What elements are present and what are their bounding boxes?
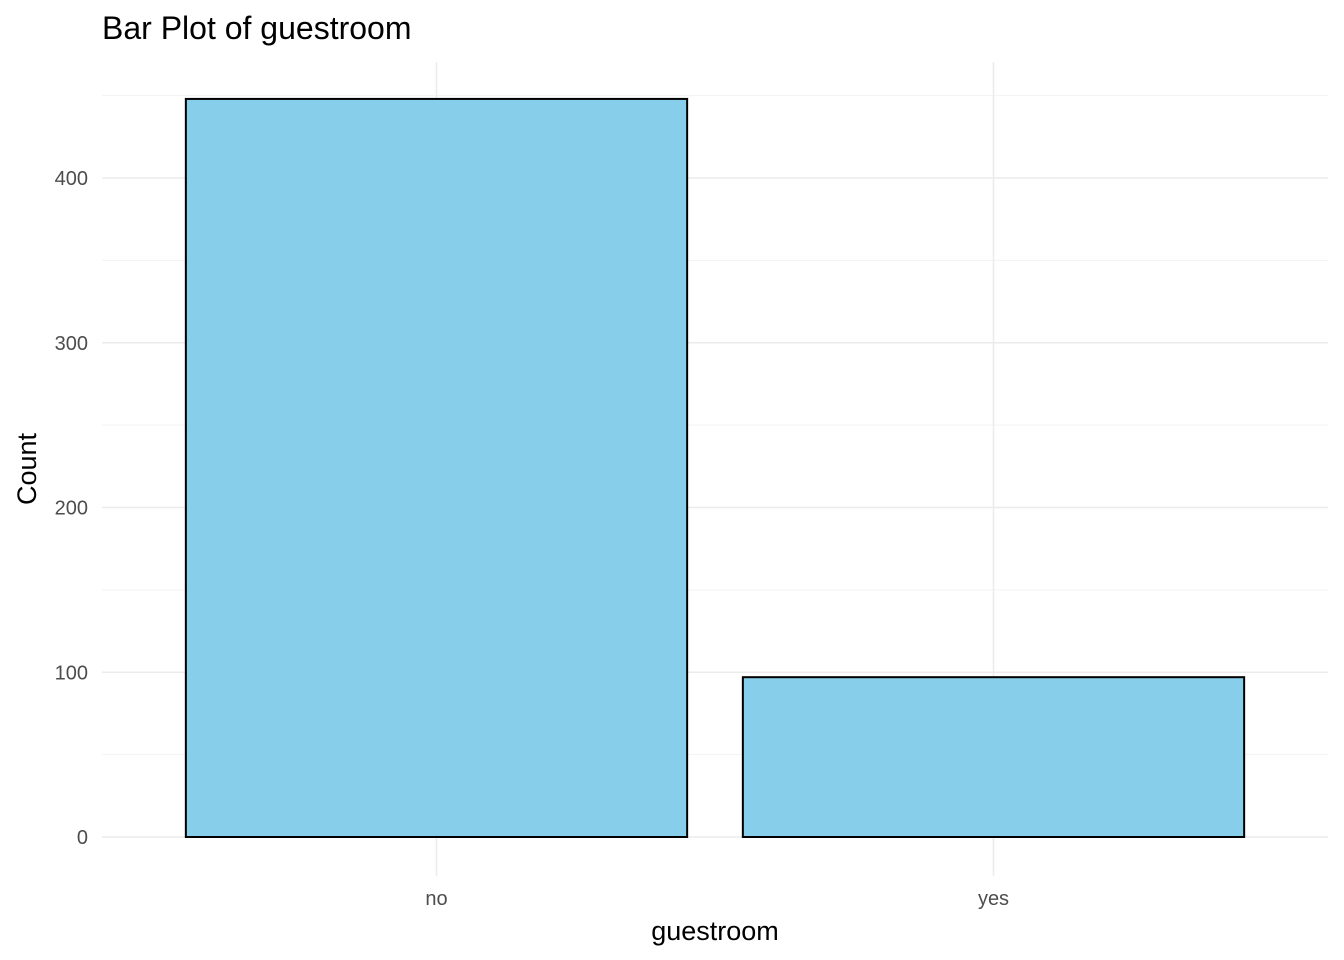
x-axis-ticks: no yes — [425, 888, 1009, 910]
x-tick-label: yes — [978, 888, 1009, 910]
bar-no — [184, 97, 689, 839]
chart-title: Bar Plot of guestroom — [102, 10, 412, 46]
y-tick-label: 100 — [55, 662, 88, 684]
x-tick-label: no — [425, 888, 447, 910]
y-tick-label: 400 — [55, 168, 88, 190]
x-axis-title: guestroom — [651, 916, 779, 946]
y-tick-label: 200 — [55, 498, 88, 520]
y-tick-label: 300 — [55, 333, 88, 355]
bars — [184, 97, 1246, 839]
y-axis-ticks: 0 100 200 300 400 — [55, 168, 88, 849]
y-tick-label: 0 — [77, 827, 88, 849]
bar-yes — [741, 676, 1246, 838]
y-axis-title: Count — [12, 432, 42, 505]
